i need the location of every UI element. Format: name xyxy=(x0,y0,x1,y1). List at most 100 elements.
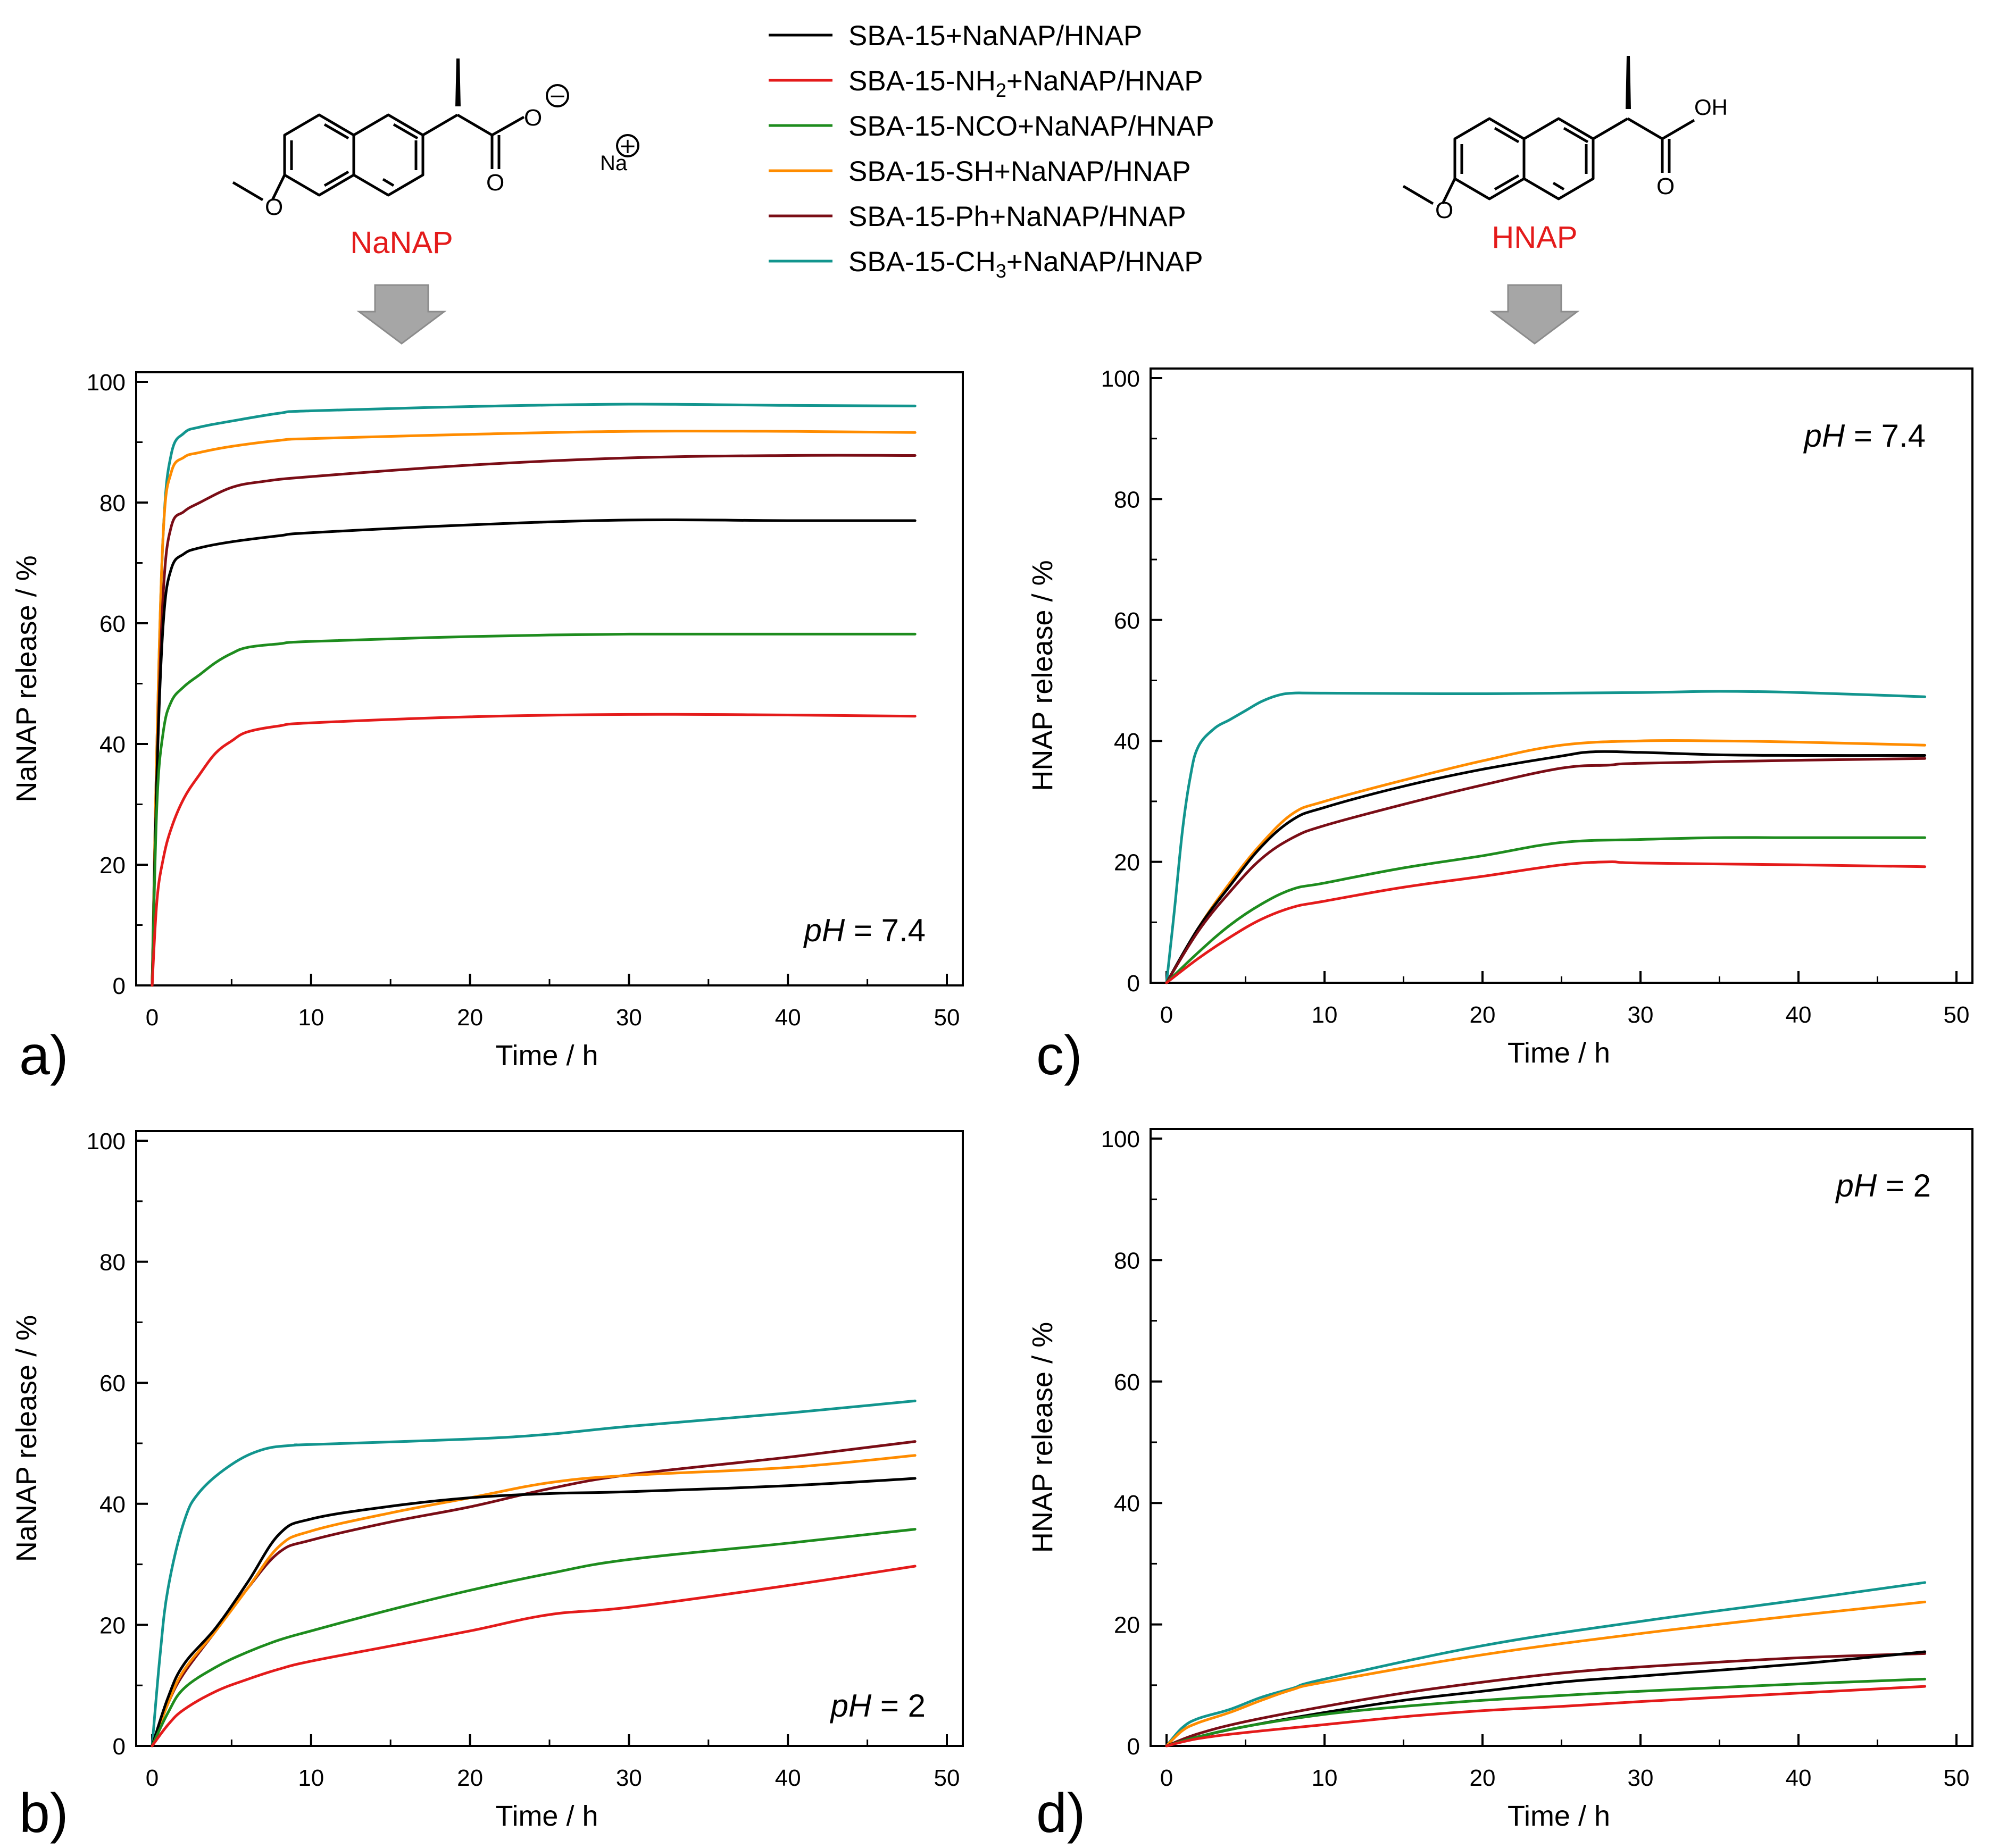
ph-annotation-var: pH xyxy=(830,1688,872,1724)
ph-annotation-var: pH xyxy=(1835,1168,1877,1203)
y-tick-label: 100 xyxy=(87,1128,126,1155)
series-line xyxy=(1165,860,1927,984)
y-tick-label: 60 xyxy=(1114,608,1140,634)
series-line xyxy=(1165,690,1927,984)
series-line xyxy=(1165,750,1927,984)
plot-frame xyxy=(135,371,964,986)
legend-label-text: SBA-15+NaNAP/HNAP xyxy=(848,20,1142,52)
x-tick-label: 40 xyxy=(775,1005,801,1031)
nanap-carboxylate-o: O xyxy=(524,105,542,131)
legend-label: SBA-15-SH+NaNAP/HNAP xyxy=(848,156,1191,187)
hnap-carbonyl-o: O xyxy=(1656,173,1675,199)
nanap-wedge xyxy=(455,58,461,106)
y-tick-label: 20 xyxy=(99,1612,126,1638)
plot-frame xyxy=(135,1130,964,1747)
x-tick-label: 30 xyxy=(616,1765,642,1791)
series-line xyxy=(151,518,917,987)
hnap-wedge xyxy=(1626,56,1631,109)
y-tick-label: 100 xyxy=(1101,366,1140,392)
series-line xyxy=(1165,1600,1927,1747)
plot-frame xyxy=(1150,1128,1973,1747)
x-tick-label: 40 xyxy=(1786,1002,1812,1028)
series-line xyxy=(1165,757,1927,984)
legend-label-text: SBA-15-SH+NaNAP/HNAP xyxy=(848,156,1191,187)
x-tick-label: 0 xyxy=(1160,1002,1173,1028)
nanap-plus: + xyxy=(619,134,637,158)
hnap-methoxy-o: O xyxy=(1435,197,1453,223)
y-tick-label: 40 xyxy=(99,732,126,758)
legend-label-text: SBA-15-NCO+NaNAP/HNAP xyxy=(848,111,1214,142)
y-tick-label: 0 xyxy=(1127,971,1140,997)
series-line xyxy=(1165,1685,1927,1747)
minus-charge-icon xyxy=(546,84,569,107)
series-line xyxy=(151,1454,917,1747)
series-line xyxy=(1165,1650,1927,1747)
y-tick-label: 80 xyxy=(1114,1248,1140,1274)
x-tick-label: 30 xyxy=(1628,1765,1654,1791)
y-tick-label: 0 xyxy=(1127,1734,1140,1760)
legend-label-sub: 3 xyxy=(996,260,1006,282)
legend-label-text: SBA-15-Ph+NaNAP/HNAP xyxy=(848,201,1186,232)
x-tick-label: 30 xyxy=(1628,1002,1654,1028)
series-line xyxy=(1165,1652,1927,1747)
x-tick-label: 10 xyxy=(298,1765,324,1791)
ph-annotation-var: pH xyxy=(1803,418,1845,454)
panel-letter: d) xyxy=(1036,1783,1085,1844)
legend-label: SBA-15+NaNAP/HNAP xyxy=(848,20,1142,52)
x-tick-label: 20 xyxy=(457,1005,483,1031)
y-tick-label: 20 xyxy=(1114,850,1140,876)
series-line xyxy=(1165,1677,1927,1747)
series-line xyxy=(151,1528,917,1747)
y-tick-label: 80 xyxy=(99,490,126,516)
x-axis-label: Time / h xyxy=(495,1800,598,1832)
series-line xyxy=(151,403,917,987)
hnap-name: HNAP xyxy=(1492,220,1577,255)
y-tick-label: 0 xyxy=(113,1734,126,1760)
x-tick-label: 0 xyxy=(146,1005,159,1031)
legend-label: SBA-15-Ph+NaNAP/HNAP xyxy=(848,201,1186,232)
y-tick-label: 0 xyxy=(113,973,126,999)
y-tick-label: 60 xyxy=(99,611,126,637)
x-tick-label: 50 xyxy=(934,1005,960,1031)
panel-letter: b) xyxy=(19,1783,68,1844)
legend-label: SBA-15-NH2+NaNAP/HNAP xyxy=(848,65,1203,101)
plot-frame xyxy=(1150,367,1973,984)
x-tick-label: 50 xyxy=(1944,1002,1970,1028)
series-line xyxy=(1165,739,1927,984)
series-line xyxy=(151,713,917,987)
ph-annotation-value: = 2 xyxy=(1877,1168,1931,1203)
nanap-structure xyxy=(232,113,525,202)
x-tick-label: 40 xyxy=(1786,1765,1812,1791)
ph-annotation-value: = 7.4 xyxy=(1845,418,1926,454)
series-line xyxy=(1165,836,1927,984)
y-tick-label: 60 xyxy=(1114,1369,1140,1395)
legend-label-post: +NaNAP/HNAP xyxy=(1006,246,1203,278)
x-tick-label: 10 xyxy=(1312,1002,1338,1028)
x-tick-label: 10 xyxy=(298,1005,324,1031)
ph-annotation-value: = 7.4 xyxy=(845,913,926,948)
y-tick-label: 20 xyxy=(1114,1612,1140,1638)
y-tick-label: 60 xyxy=(99,1370,126,1397)
series-line xyxy=(151,454,917,987)
ph-annotation: pH = 2 xyxy=(830,1688,926,1724)
y-tick-label: 100 xyxy=(87,370,126,396)
series-line xyxy=(151,430,917,987)
panel-letter: c) xyxy=(1036,1025,1082,1086)
x-tick-label: 50 xyxy=(1944,1765,1970,1791)
series-line xyxy=(1165,1581,1927,1747)
y-tick-label: 40 xyxy=(1114,1491,1140,1517)
legend-label-post: +NaNAP/HNAP xyxy=(1006,65,1203,97)
nanap-methoxy-o: O xyxy=(265,194,283,220)
y-tick-label: 80 xyxy=(99,1250,126,1276)
x-tick-label: 50 xyxy=(934,1765,960,1791)
panel-b: 0 10 20 30 40 50 0 20 40 60 80 100 Time / h NaNAP rel… xyxy=(11,1128,964,1844)
ph-annotation: pH = 7.4 xyxy=(803,913,926,948)
series-line xyxy=(151,632,917,987)
hnap-structure xyxy=(1402,117,1695,205)
x-tick-label: 0 xyxy=(1160,1765,1173,1791)
series-line xyxy=(151,1477,917,1747)
series-line xyxy=(151,1440,917,1747)
x-tick-label: 10 xyxy=(1312,1765,1338,1791)
plus-charge-icon xyxy=(616,134,639,157)
